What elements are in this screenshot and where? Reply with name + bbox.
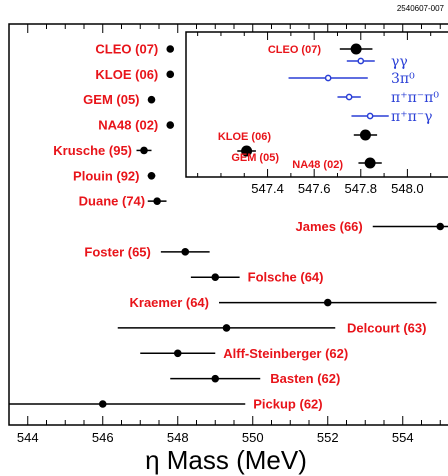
data-row-plouin-92: Plouin (92)	[73, 168, 156, 183]
data-point	[359, 129, 371, 141]
inset-tick-label: 547.8	[345, 181, 378, 196]
inset-label: KLOE (06)	[218, 131, 272, 143]
inset-tick-label: 547.4	[251, 181, 284, 196]
open-data-point	[324, 74, 332, 82]
data-row-james-66: James (66)	[296, 219, 448, 234]
data-label: Folsche (64)	[248, 270, 324, 285]
legend-label: π⁺π⁻π⁰	[391, 90, 439, 106]
data-label: Delcourt (63)	[347, 320, 426, 335]
data-label: CLEO (07)	[95, 42, 158, 57]
inset-row-: γγ	[346, 54, 408, 70]
inset-row-: π⁺π⁻π⁰	[337, 90, 439, 106]
data-row-delcourt-63: Delcourt (63)	[117, 320, 426, 335]
data-label: Krusche (95)	[53, 143, 132, 158]
data-point	[211, 273, 220, 282]
data-label: Foster (65)	[84, 244, 150, 259]
data-row-gem-05: GEM (05)	[83, 92, 156, 107]
data-label: Pickup (62)	[253, 397, 322, 412]
inset-plot-frame	[185, 31, 448, 178]
data-point	[364, 157, 376, 169]
inset-row-3: 3π⁰	[288, 71, 415, 87]
open-data-point	[366, 112, 374, 120]
x-tick-label: 546	[92, 430, 114, 445]
x-tick-label: 544	[17, 430, 39, 445]
data-point	[211, 374, 220, 383]
x-tick-label: 554	[392, 430, 414, 445]
data-row-duane-74: Duane (74)	[79, 194, 167, 209]
data-point	[153, 197, 161, 205]
x-tick-label: 550	[242, 430, 264, 445]
inset-tick-label: 547.6	[298, 181, 331, 196]
open-data-point	[357, 57, 365, 65]
data-point	[98, 400, 107, 408]
data-point	[350, 43, 362, 55]
data-label: Alff-Steinberger (62)	[223, 346, 348, 361]
data-point	[323, 298, 332, 307]
inset-row-: π⁺π⁻γ	[351, 109, 433, 125]
inset-label: NA48 (02)	[292, 159, 343, 171]
data-row-alff-steinberger-62: Alff-Steinberger (62)	[140, 346, 348, 361]
data-point	[166, 70, 175, 79]
data-point	[147, 171, 156, 180]
corner-label: 2540607-007	[397, 4, 445, 13]
data-row-basten-62: Basten (62)	[170, 371, 340, 386]
data-point	[140, 146, 148, 155]
legend-label: 3π⁰	[391, 71, 415, 87]
data-row-kraemer-64: Kraemer (64)	[130, 295, 437, 310]
data-row-kloe-06: KLOE (06)	[95, 67, 175, 82]
data-point	[181, 248, 190, 256]
data-row-na48-02: NA48 (02)	[98, 118, 175, 133]
legend-label: γγ	[391, 54, 408, 70]
data-point	[241, 145, 253, 157]
inset-row-gem-05: GEM (05)	[231, 145, 279, 164]
data-point	[436, 222, 445, 231]
inset-row-cleo-07: CLEO (07)	[268, 43, 373, 56]
data-point	[222, 324, 231, 332]
inset-label: CLEO (07)	[268, 44, 322, 56]
data-label: KLOE (06)	[95, 67, 158, 82]
data-row-cleo-07: CLEO (07)	[95, 42, 175, 57]
data-label: Basten (62)	[270, 371, 340, 386]
data-point	[166, 121, 175, 129]
data-row-foster-65: Foster (65)	[84, 244, 210, 259]
data-label: Duane (74)	[79, 194, 145, 209]
x-axis-label: η Mass (MeV)	[145, 445, 307, 475]
data-point	[173, 349, 182, 358]
data-label: Plouin (92)	[73, 168, 139, 183]
inset-label: GEM (05)	[231, 152, 279, 164]
data-row-krusche-95: Krusche (95)	[53, 143, 152, 158]
x-tick-label: 552	[317, 430, 339, 445]
inset-tick-label: 548.0	[391, 181, 424, 196]
data-row-folsche-64: Folsche (64)	[190, 270, 324, 285]
data-label: NA48 (02)	[98, 118, 158, 133]
x-tick-label: 548	[167, 430, 189, 445]
data-label: GEM (05)	[83, 92, 139, 107]
data-label: Kraemer (64)	[130, 295, 210, 310]
data-point	[147, 95, 156, 104]
data-point	[166, 45, 175, 53]
data-row-pickup-62: Pickup (62)	[9, 397, 323, 412]
inset-row-na48-02: NA48 (02)	[292, 157, 382, 171]
inset-row-kloe-06: KLOE (06)	[218, 129, 378, 143]
data-label: James (66)	[296, 219, 363, 234]
open-data-point	[345, 93, 353, 101]
legend-label: π⁺π⁻γ	[391, 109, 433, 125]
